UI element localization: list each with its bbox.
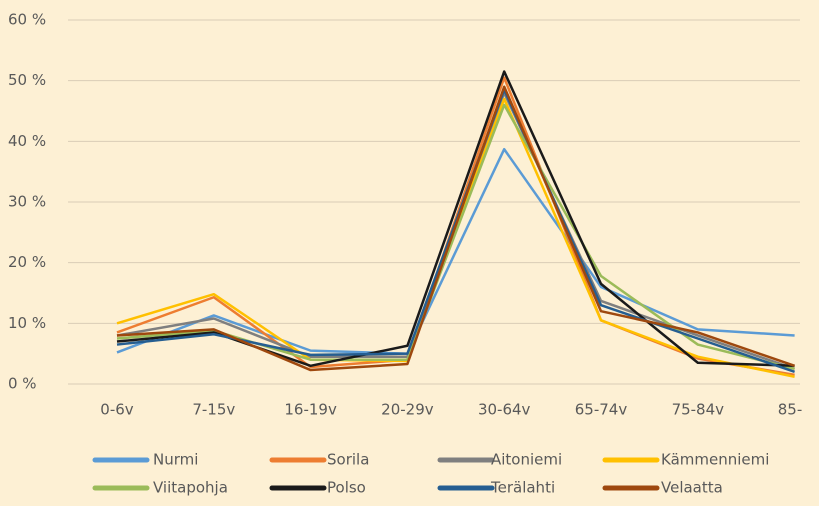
legend-label: Velaatta	[661, 479, 723, 497]
legend-label: Viitapohja	[153, 479, 228, 497]
legend-label: Sorila	[327, 451, 369, 469]
legend-label: Kämmenniemi	[661, 451, 769, 469]
y-tick-label: 30 %	[8, 193, 46, 211]
series-line	[116, 147, 795, 355]
x-tick-label: 65-74v	[575, 401, 628, 419]
x-tick-label: 0-6v	[100, 401, 133, 419]
legend-label: Terälahti	[490, 479, 555, 497]
series-line	[116, 103, 795, 371]
x-tick-label: 85-	[778, 401, 803, 419]
legend-label: Nurmi	[153, 451, 198, 469]
legend-label: Polso	[327, 479, 366, 497]
series-line	[116, 85, 796, 372]
y-tick-label: 40 %	[8, 132, 46, 150]
x-tick-label: 75-84v	[672, 401, 725, 419]
y-tick-label: 60 %	[8, 11, 46, 29]
x-tick-label: 7-15v	[192, 401, 235, 419]
x-tick-label: 20-29v	[381, 401, 434, 419]
y-tick-label: 0 %	[8, 375, 37, 393]
y-tick-label: 50 %	[8, 71, 46, 89]
y-tick-label: 10 %	[8, 314, 46, 332]
y-tick-label: 20 %	[8, 253, 46, 271]
x-tick-label: 30-64v	[478, 401, 531, 419]
x-tick-label: 16-19v	[284, 401, 337, 419]
legend-label: Aitoniemi	[491, 451, 562, 469]
